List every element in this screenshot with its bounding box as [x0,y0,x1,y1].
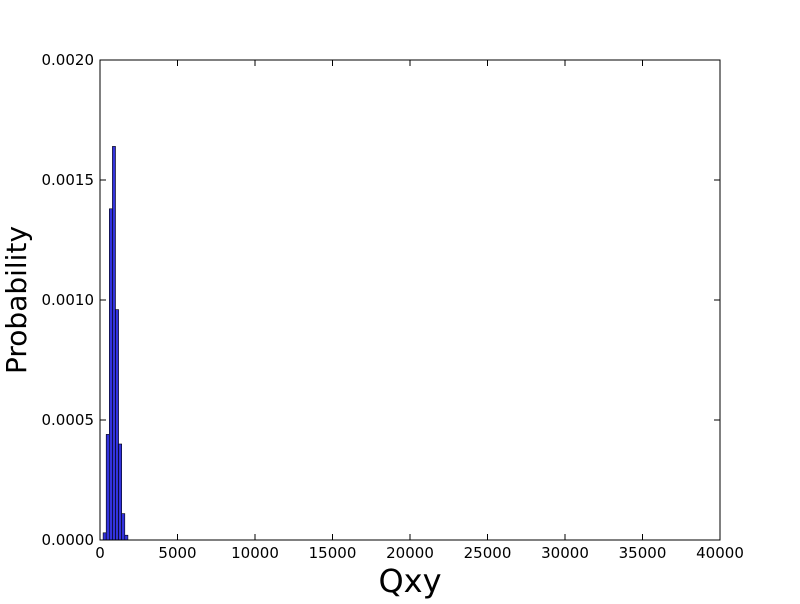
histogram-bar [102,532,107,541]
y-ticks-group: 0.0000 0.0005 0.0010 0.0015 0.0020 [42,51,720,549]
y-tick-label: 0.0015 [42,171,95,189]
x-tick-label: 5000 [158,544,196,562]
histogram-bar [105,434,110,541]
x-tick-label: 0 [95,544,105,562]
y-tick-label: 0.0000 [42,531,95,549]
histogram-bar [121,513,126,541]
histogram-bar [109,208,113,541]
histogram-bar [124,534,129,541]
histogram-bar [115,309,119,541]
histogram-bar [118,443,122,541]
histogram-bar [112,146,116,541]
bars-group [102,146,129,541]
y-axis-label: Probability [0,226,33,374]
y-tick-label: 0.0005 [42,411,95,429]
x-tick-label: 25000 [464,544,512,562]
x-tick-label: 30000 [541,544,589,562]
x-tick-label: 15000 [309,544,357,562]
x-tick-label: 10000 [231,544,279,562]
x-tick-label: 40000 [696,544,744,562]
x-ticks-group: 0 5000 10000 15000 20000 25000 30000 35000 40000 [95,60,744,562]
x-axis-label: Qxy [378,562,441,600]
plot-frame [99,59,721,541]
x-tick-label: 35000 [619,544,667,562]
x-tick-label: 20000 [386,544,434,562]
y-tick-label: 0.0010 [42,291,95,309]
y-tick-label: 0.0020 [42,51,95,69]
